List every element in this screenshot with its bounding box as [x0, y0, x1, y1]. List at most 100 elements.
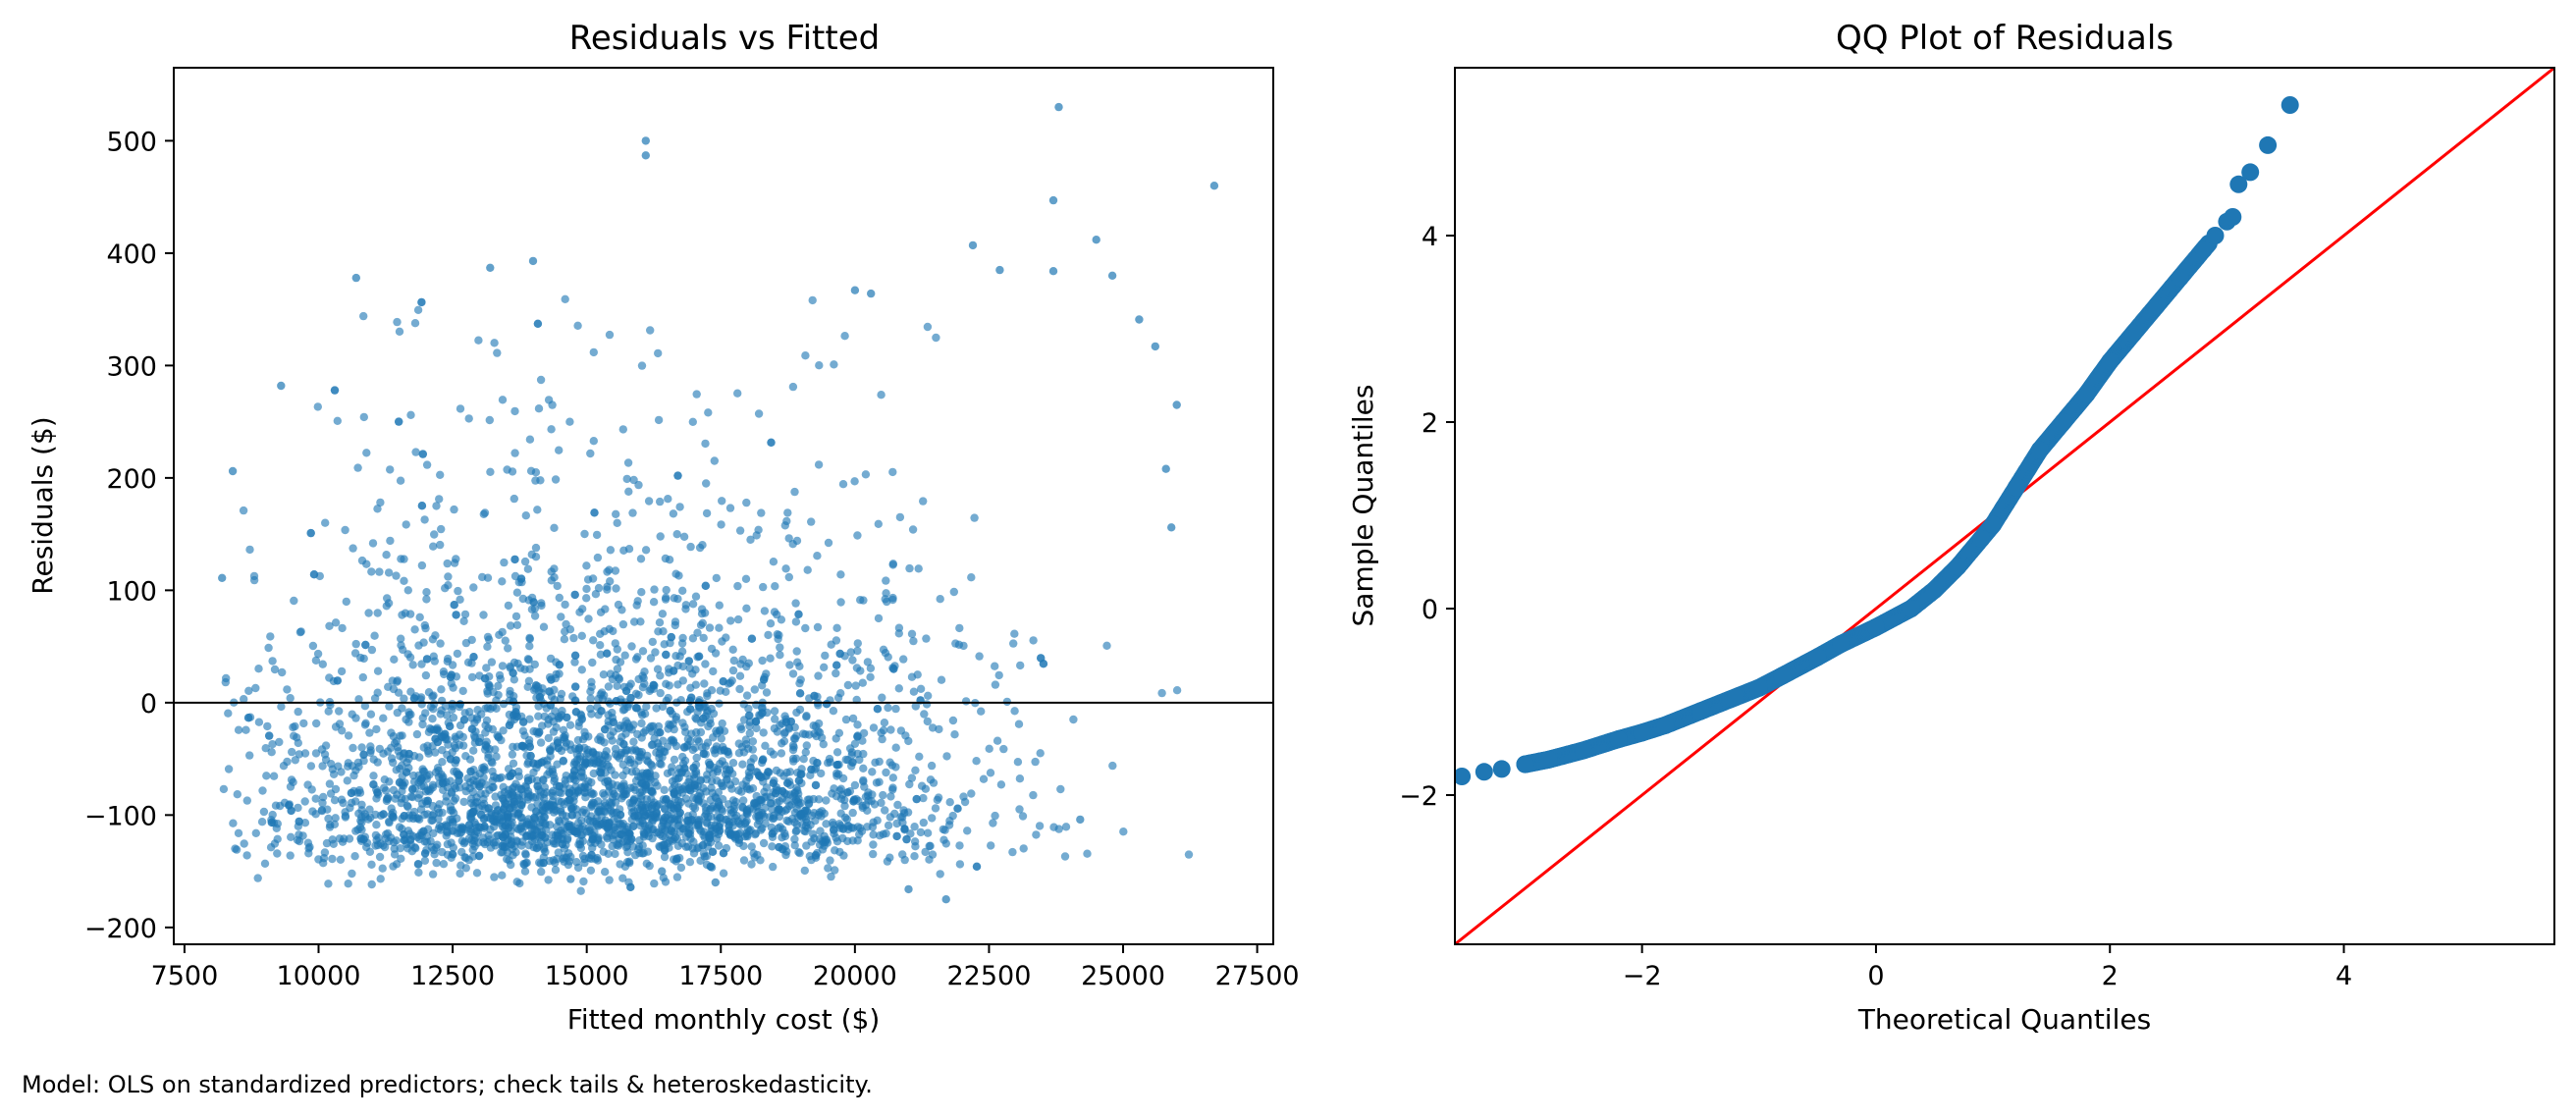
residual-point: [399, 754, 407, 763]
y-tick-label: 4: [1422, 222, 1438, 252]
residual-point: [359, 750, 368, 759]
residual-point: [464, 821, 474, 829]
residual-point: [525, 642, 534, 651]
residual-point: [467, 724, 477, 733]
residual-point: [564, 795, 573, 805]
residual-point: [665, 720, 673, 728]
residual-point: [604, 776, 613, 785]
residual-point: [807, 855, 816, 865]
residual-point: [785, 768, 795, 776]
residual-point: [788, 669, 798, 678]
residual-point: [268, 657, 277, 666]
residual-point: [484, 635, 494, 644]
residual-point: [417, 774, 426, 783]
residual-point: [239, 506, 248, 515]
residual-point: [941, 895, 950, 904]
residual-point: [574, 744, 584, 753]
residual-point: [513, 809, 522, 818]
residual-point: [536, 792, 545, 801]
residual-point: [446, 672, 456, 681]
residual-point: [501, 636, 510, 645]
residual-point: [638, 786, 647, 796]
residual-point: [270, 665, 280, 674]
residual-point: [722, 633, 730, 642]
residuals-points: [218, 102, 1219, 904]
residual-point: [228, 466, 238, 476]
residual-point: [418, 720, 427, 729]
residual-point: [706, 862, 715, 871]
residual-point: [776, 651, 784, 660]
residual-point: [909, 636, 918, 646]
residual-point: [949, 587, 958, 597]
residual-point: [360, 702, 370, 711]
residual-point: [873, 816, 882, 825]
residual-point: [888, 467, 897, 477]
residual-point: [344, 731, 353, 740]
residual-point: [791, 827, 800, 836]
residual-point: [728, 821, 737, 830]
residual-point: [231, 844, 240, 853]
residual-point: [979, 774, 989, 783]
residual-point: [836, 570, 845, 579]
residual-point: [967, 789, 976, 798]
residual-point: [692, 715, 701, 723]
residual-point: [638, 711, 647, 720]
residual-point: [447, 679, 456, 688]
residual-point: [1172, 686, 1182, 695]
residual-point: [866, 664, 876, 672]
residual-point: [1107, 271, 1117, 280]
residual-point: [564, 788, 573, 798]
residual-point: [942, 752, 951, 761]
residual-point: [395, 417, 403, 426]
residual-point: [531, 681, 541, 690]
residual-point: [455, 740, 464, 749]
residual-point: [995, 265, 1004, 275]
residual-point: [1184, 850, 1194, 859]
residual-point: [530, 604, 539, 613]
residual-point: [523, 787, 533, 796]
residual-point: [991, 811, 999, 821]
residual-point: [373, 505, 382, 513]
residual-point: [498, 577, 507, 586]
residual-point: [306, 762, 316, 771]
residual-point: [468, 807, 478, 817]
qq-point: [1475, 763, 1493, 781]
residual-point: [600, 738, 609, 747]
residual-point: [856, 596, 865, 605]
residual-point: [525, 742, 534, 751]
residual-point: [219, 784, 229, 794]
residual-point: [907, 773, 917, 782]
residual-point: [832, 761, 841, 770]
residual-point: [723, 816, 731, 825]
residual-point: [624, 487, 633, 496]
residual-point: [830, 784, 838, 793]
residual-point: [341, 525, 349, 535]
residual-point: [747, 842, 756, 851]
residual-point: [894, 629, 903, 638]
residual-point: [769, 750, 778, 759]
residual-point: [886, 792, 895, 801]
qq-panel: QQ Plot of Residuals −2 0 2 4 −2 0 2 4 Theoret…: [1347, 19, 2555, 1036]
residual-point: [670, 755, 679, 765]
residual-point: [448, 705, 456, 715]
residual-point: [629, 737, 638, 746]
residual-point: [821, 837, 830, 846]
residual-point: [646, 654, 656, 663]
residual-point: [351, 827, 360, 835]
residual-point: [633, 653, 642, 662]
residual-point: [698, 541, 707, 550]
residual-point: [832, 748, 842, 757]
residual-point: [959, 792, 968, 801]
residual-point: [589, 769, 598, 778]
residual-point: [373, 667, 383, 675]
residual-point: [719, 869, 728, 878]
residual-point: [652, 704, 661, 713]
y-tick-label: 300: [106, 351, 157, 382]
residual-point: [544, 733, 553, 743]
residual-point: [468, 852, 478, 861]
residual-point: [277, 381, 286, 391]
residual-point: [766, 654, 775, 663]
residual-point: [402, 768, 411, 776]
residual-point: [349, 743, 357, 753]
residual-point: [233, 790, 242, 799]
